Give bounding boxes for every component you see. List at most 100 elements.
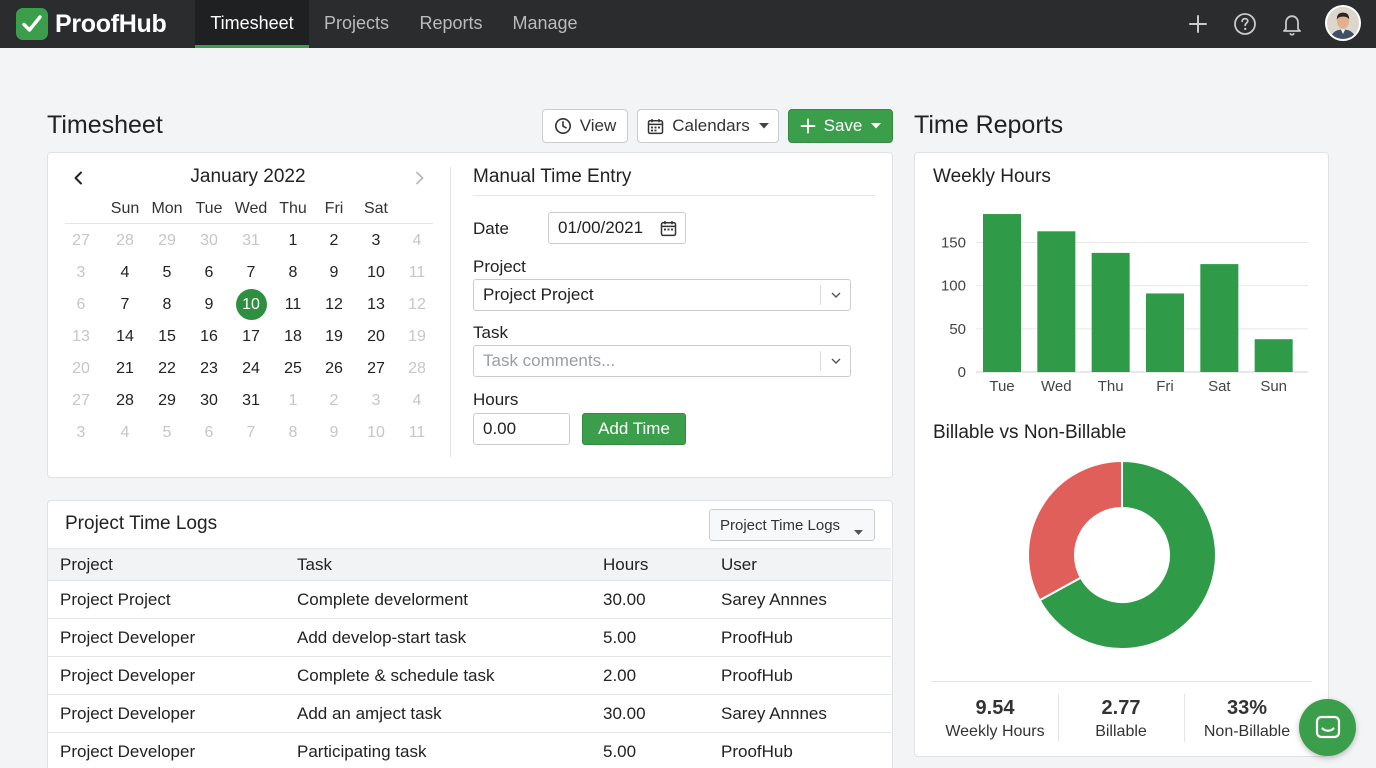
nav-tab-reports[interactable]: Reports (419, 13, 483, 33)
calendar-day[interactable]: 19 (396, 321, 438, 353)
chat-button[interactable] (1299, 699, 1356, 756)
avatar[interactable] (1325, 5, 1361, 41)
calendar-day[interactable]: 11 (396, 257, 438, 289)
calendar-day[interactable]: 28 (396, 353, 438, 385)
calendar-day[interactable]: 12 (313, 289, 355, 321)
calendar-day[interactable]: 27 (355, 353, 397, 385)
hours-input[interactable]: 0.00 (473, 413, 570, 445)
calendar-day[interactable]: 21 (104, 353, 146, 385)
calendar-day[interactable]: 27 (60, 385, 102, 417)
calendar-day[interactable]: 29 (146, 225, 188, 257)
column-header-user[interactable]: User (721, 555, 757, 574)
calendar-day[interactable]: 14 (104, 321, 146, 353)
calendar-day[interactable]: 7 (104, 289, 146, 321)
time-logs-filter[interactable]: Project Time Logs (709, 509, 875, 541)
calendars-dropdown[interactable]: Calendars (637, 109, 779, 143)
table-row[interactable] (48, 695, 891, 733)
column-header-project[interactable]: Project (60, 555, 113, 574)
calendar-day[interactable]: 12 (396, 289, 438, 321)
calendar-day[interactable]: 7 (230, 417, 272, 449)
calendar-day[interactable]: 4 (104, 417, 146, 449)
help-icon[interactable] (1230, 9, 1260, 39)
calendar-day[interactable]: 2 (313, 385, 355, 417)
calendar-day[interactable]: 5 (146, 417, 188, 449)
calendar-day[interactable]: 9 (313, 417, 355, 449)
calendar-day[interactable]: 8 (272, 417, 314, 449)
calendar-day[interactable]: 23 (188, 353, 230, 385)
calendar-day[interactable]: 11 (272, 289, 314, 321)
calendar-day-number: 2 (329, 232, 339, 249)
calendar-day[interactable]: 29 (146, 385, 188, 417)
app-logo[interactable]: ProofHub (16, 6, 167, 42)
calendar-day[interactable]: 3 (355, 385, 397, 417)
calendar-day[interactable]: 4 (104, 257, 146, 289)
calendar-day[interactable]: 27 (60, 225, 102, 257)
calendar-day[interactable]: 13 (355, 289, 397, 321)
calendar-day-selected[interactable]: 10 (230, 289, 272, 321)
calendar-day[interactable]: 28 (104, 225, 146, 257)
calendar-day[interactable]: 3 (60, 417, 102, 449)
table-row[interactable] (48, 619, 891, 657)
calendar-day[interactable]: 11 (396, 417, 438, 449)
column-header-task[interactable]: Task (297, 555, 332, 574)
calendar-day[interactable]: 10 (355, 257, 397, 289)
calendar-day[interactable]: 28 (104, 385, 146, 417)
calendar-day[interactable]: 19 (313, 321, 355, 353)
calendar-day[interactable]: 20 (355, 321, 397, 353)
nav-tab-projects[interactable]: Projects (323, 13, 390, 33)
calendar-day[interactable]: 9 (313, 257, 355, 289)
plus-icon[interactable] (1183, 9, 1213, 39)
nav-tab-manage[interactable]: Manage (512, 13, 578, 33)
calendar-day[interactable]: 13 (60, 321, 102, 353)
chevron-right-icon[interactable] (409, 167, 431, 189)
add-time-button[interactable]: Add Time (582, 413, 686, 445)
calendar-day[interactable]: 2 (313, 225, 355, 257)
calendar-icon[interactable] (660, 220, 677, 242)
calendar-day[interactable]: 6 (60, 289, 102, 321)
table-row[interactable] (48, 581, 891, 619)
calendar-day[interactable]: 3 (355, 225, 397, 257)
calendar-day[interactable]: 20 (60, 353, 102, 385)
date-field[interactable]: 01/00/2021 (548, 212, 686, 244)
calendar-day[interactable]: 18 (272, 321, 314, 353)
calendar-day[interactable]: 10 (355, 417, 397, 449)
calendar-day[interactable]: 17 (230, 321, 272, 353)
calendar-day[interactable]: 16 (188, 321, 230, 353)
calendar-day[interactable]: 30 (188, 385, 230, 417)
time-logs-filter-value: Project Time Logs (720, 516, 841, 534)
calendar-day[interactable]: 30 (188, 225, 230, 257)
calendar-day[interactable]: 31 (230, 225, 272, 257)
task-select[interactable]: Task comments... (473, 345, 851, 377)
calendar-day[interactable]: 24 (230, 353, 272, 385)
bell-icon[interactable] (1277, 9, 1307, 39)
calendar-day[interactable]: 31 (230, 385, 272, 417)
calendar-day[interactable]: 25 (272, 353, 314, 385)
calendar-day[interactable]: 4 (396, 225, 438, 257)
calendar-day[interactable]: 3 (60, 257, 102, 289)
calendar-day[interactable]: 15 (146, 321, 188, 353)
calendar-day[interactable]: 1 (272, 225, 314, 257)
calendar-day[interactable]: 7 (230, 257, 272, 289)
calendar-day-number: 29 (158, 392, 176, 409)
bar-tue (983, 214, 1021, 372)
calendar-day[interactable]: 22 (146, 353, 188, 385)
calendar-day[interactable]: 1 (272, 385, 314, 417)
save-button[interactable]: Save (788, 109, 893, 143)
nav-tab-timesheet[interactable]: Timesheet (195, 0, 309, 48)
calendar-day[interactable]: 26 (313, 353, 355, 385)
calendar-day[interactable]: 5 (146, 257, 188, 289)
x-tick-label: Sun (1260, 378, 1287, 395)
calendar-day[interactable]: 8 (146, 289, 188, 321)
calendar-day[interactable]: 6 (188, 257, 230, 289)
calendar-day[interactable]: 4 (396, 385, 438, 417)
calendar-day-number: 17 (242, 328, 260, 345)
view-button[interactable]: View (542, 109, 628, 143)
calendar-day[interactable]: 9 (188, 289, 230, 321)
calendar-day[interactable]: 8 (272, 257, 314, 289)
calendar-day[interactable]: 6 (188, 417, 230, 449)
table-row[interactable] (48, 657, 891, 695)
bar-thu (1091, 252, 1130, 372)
chevron-left-icon[interactable] (67, 167, 89, 189)
column-header-hours[interactable]: Hours (603, 555, 649, 574)
project-select[interactable]: Project Project (473, 279, 851, 311)
